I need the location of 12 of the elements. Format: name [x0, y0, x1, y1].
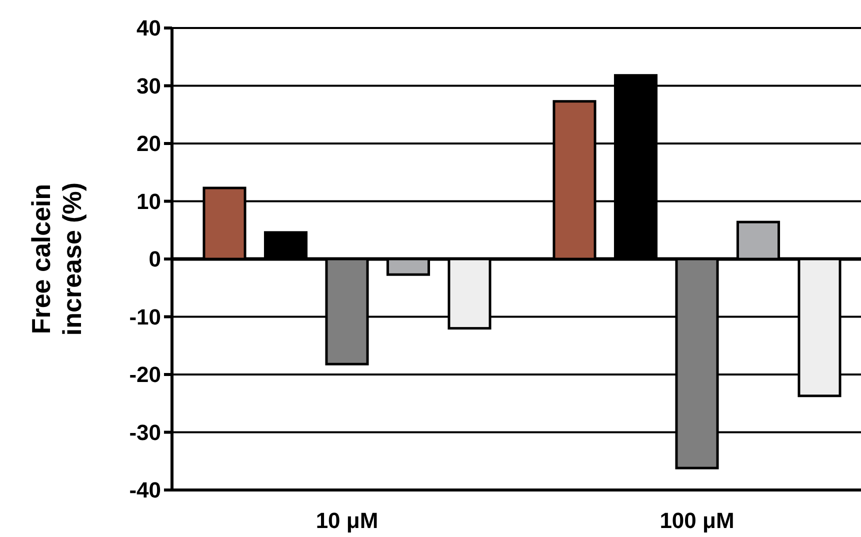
y-tick-label: 40	[136, 16, 161, 41]
x-tick-label: 10 μM	[316, 508, 378, 533]
y-tick-label: -20	[129, 362, 161, 388]
y-tick-label: -40	[129, 478, 161, 503]
y-tick-label: -10	[129, 304, 161, 330]
y-tick-label: 30	[136, 73, 161, 98]
y-axis-title: Free calcein increase (%)	[26, 182, 88, 336]
y-tick-label: -30	[129, 420, 161, 445]
y-tick-label: 0	[148, 246, 161, 272]
x-tick-label: 100 μM	[660, 508, 734, 533]
y-tick-label: 20	[136, 131, 161, 156]
y-tick-label: 10	[136, 188, 161, 214]
